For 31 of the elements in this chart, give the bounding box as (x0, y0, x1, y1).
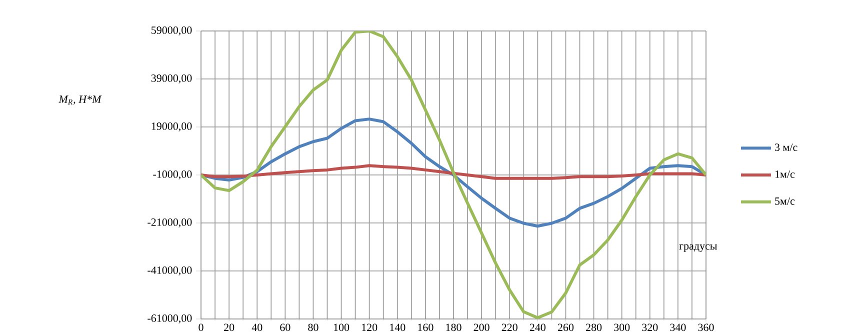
x-tick-label: 300 (614, 324, 630, 332)
x-tick-label: 200 (474, 324, 490, 332)
x-tick-label: 340 (670, 324, 686, 332)
y-tick-label: 39000,00 (151, 74, 192, 84)
y-tick-label: -41000,00 (148, 266, 192, 276)
x-tick-label: 0 (198, 324, 204, 332)
x-tick-label: 240 (530, 324, 546, 332)
x-tick-label: 320 (642, 324, 658, 332)
x-axis-title: градусы (679, 244, 718, 252)
x-tick-label: 180 (446, 324, 462, 332)
y-tick-label: 19000,00 (152, 122, 192, 132)
x-tick-label: 100 (334, 324, 350, 332)
y-tick-label: -61000,00 (148, 314, 192, 324)
legend-label: 1м/с (775, 170, 795, 178)
x-tick-label: 280 (586, 324, 602, 332)
x-tick-label: 360 (698, 324, 714, 332)
y-axis-title: M$_{R}$, H*M (58, 96, 102, 105)
x-tick-label: 220 (502, 324, 518, 332)
x-tick-label: 120 (362, 324, 378, 332)
x-tick-label: 260 (558, 324, 574, 332)
x-tick-label: 20 (224, 324, 234, 332)
y-tick-label: -1000,00 (153, 170, 192, 180)
y-tick-label: 59000,00 (152, 26, 192, 36)
x-tick-label: 160 (418, 324, 434, 332)
x-tick-label: 80 (308, 324, 318, 332)
y-tick-label: -21000,00 (148, 218, 192, 228)
x-tick-label: 40 (252, 324, 262, 332)
legend-label: 3 м/с (775, 144, 798, 152)
legend-label: 5м/с (775, 197, 795, 205)
x-tick-label: 140 (390, 324, 406, 332)
x-tick-label: 60 (280, 324, 290, 332)
